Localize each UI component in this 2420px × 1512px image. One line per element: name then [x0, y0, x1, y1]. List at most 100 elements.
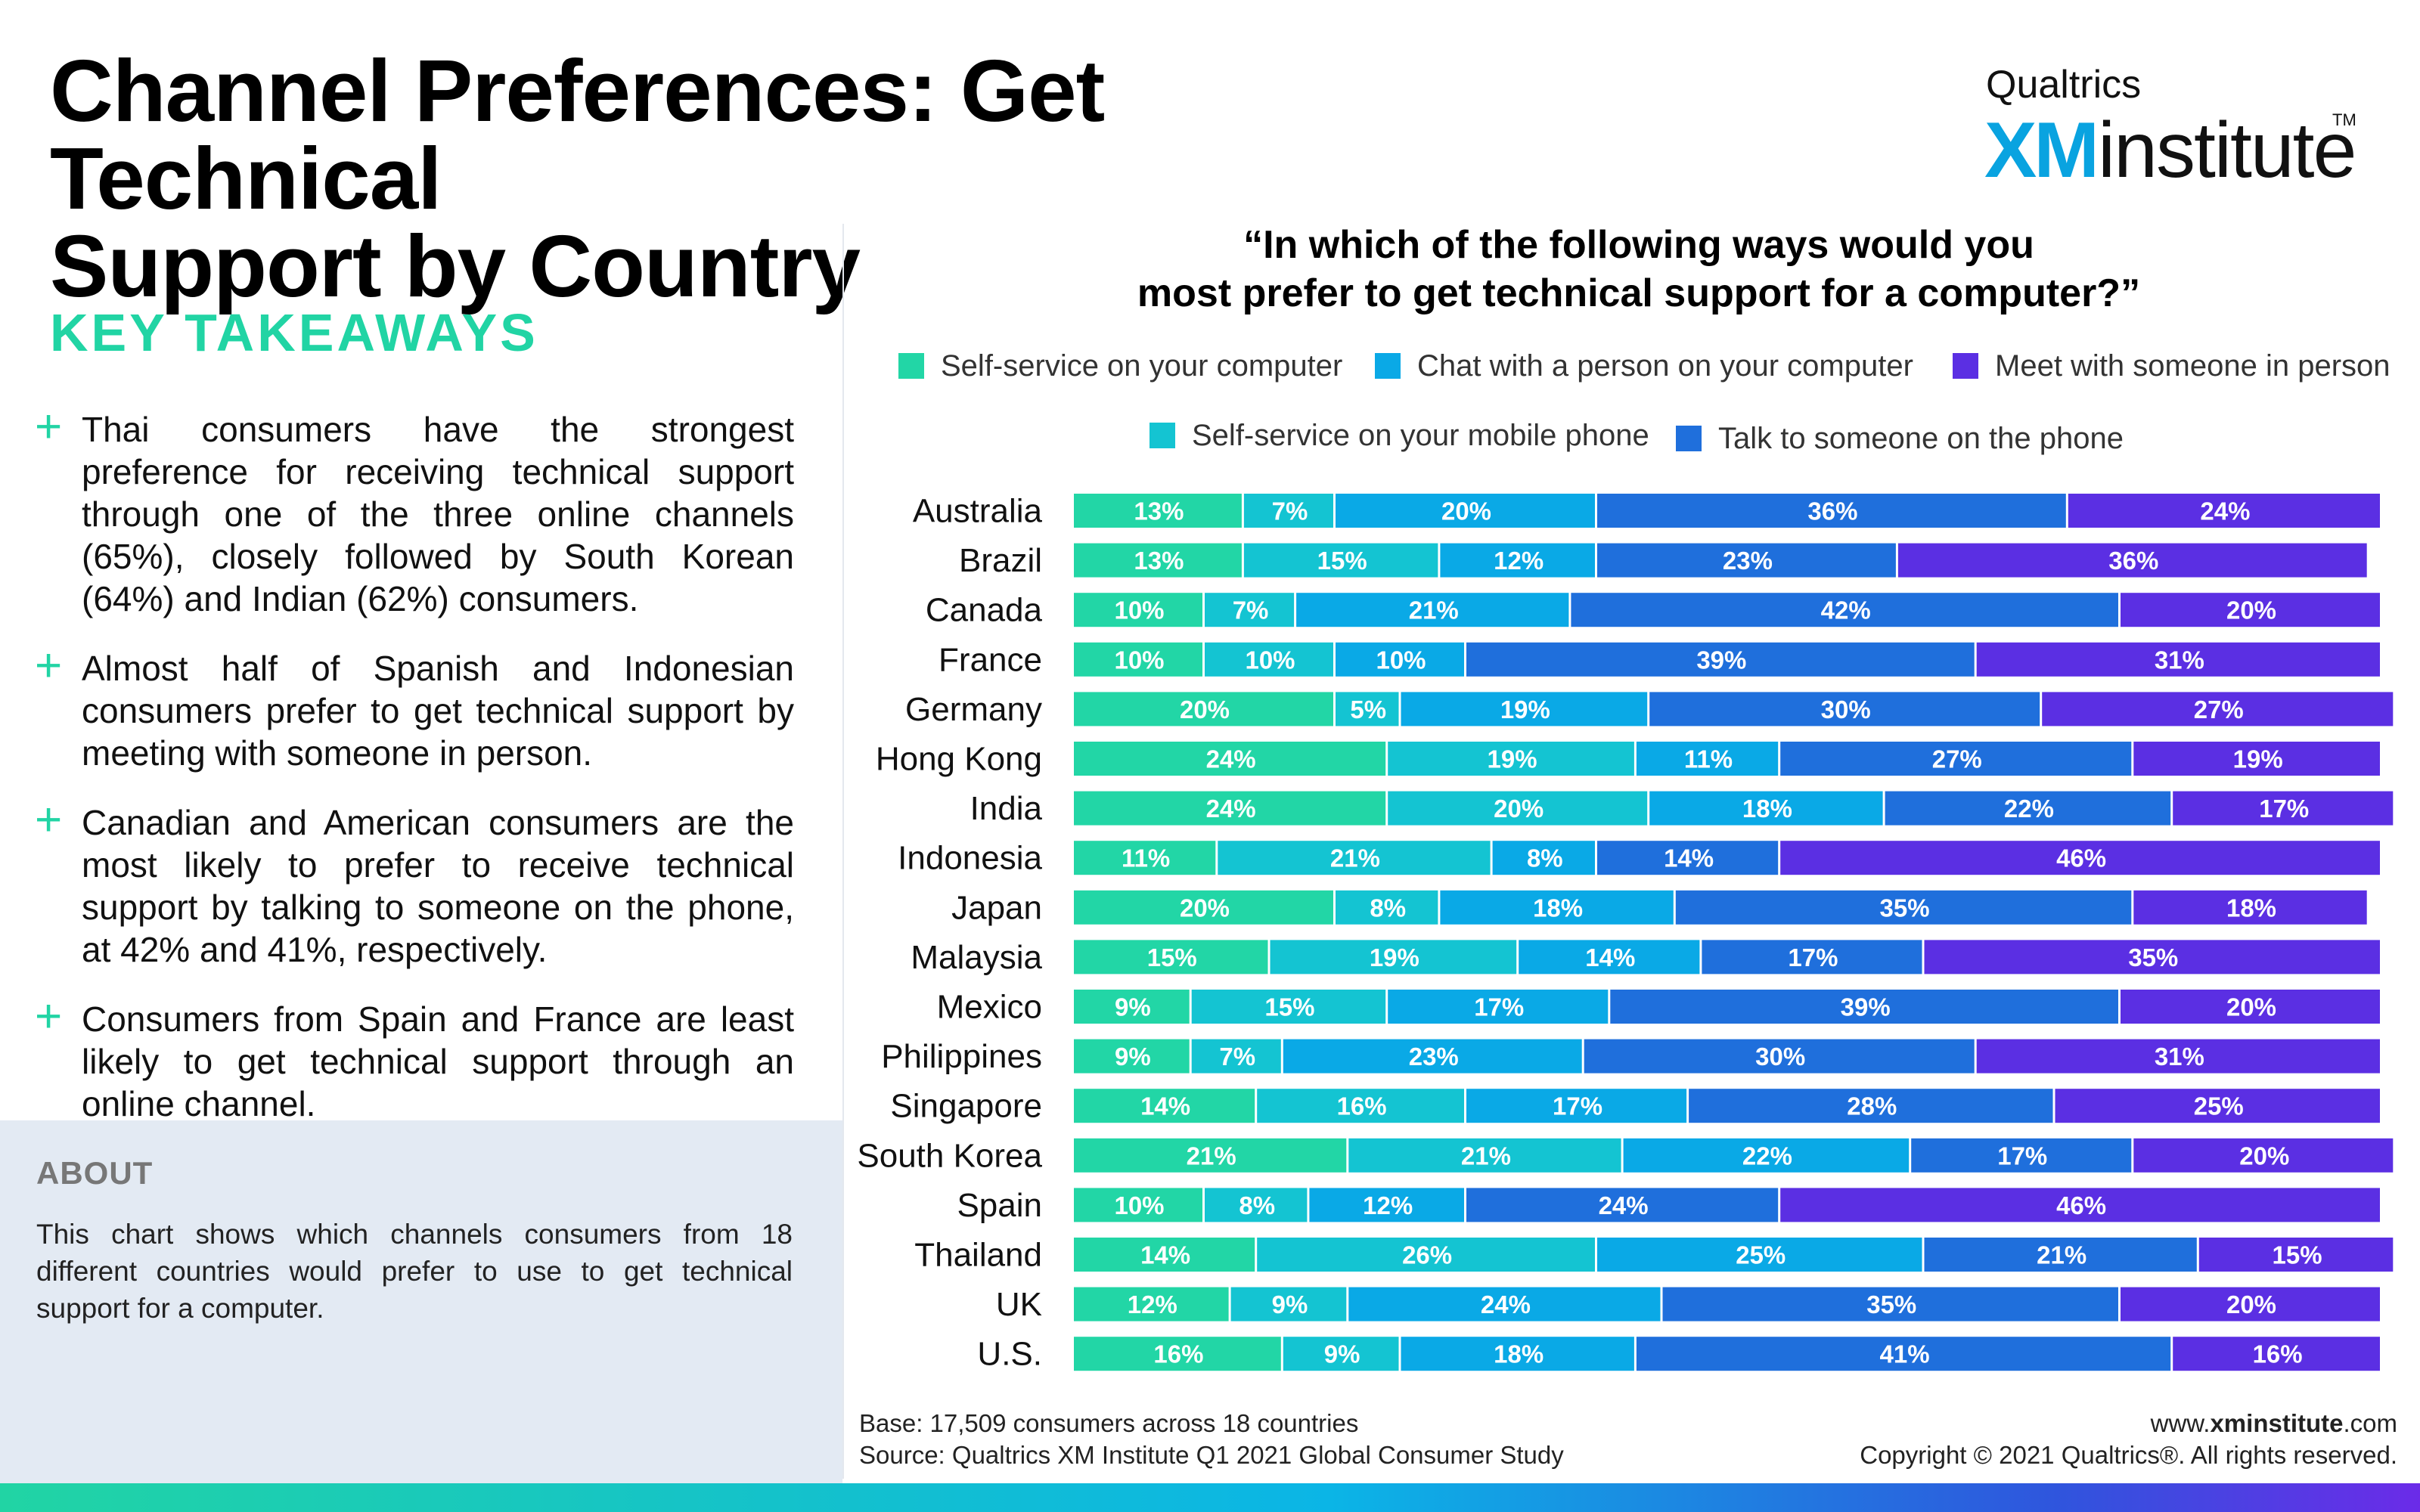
bar-segment: [1440, 543, 1595, 578]
category-label-germany: Germany: [905, 691, 1042, 728]
data-label: 27%: [1932, 745, 1982, 773]
logo-trademark: TM: [2332, 110, 2356, 129]
legend-label: Talk to someone on the phone: [1718, 422, 2124, 455]
data-label: 24%: [1481, 1290, 1531, 1318]
data-label: 20%: [2226, 993, 2276, 1021]
key-takeaways-list: + Thai consumers have the strongest pref…: [35, 404, 794, 1152]
data-label: 15%: [1264, 993, 1314, 1021]
bar-segment: [1597, 543, 1896, 578]
bar-segment: [1205, 1188, 1308, 1222]
bar-segment: [2042, 692, 2394, 727]
bar-segment: [1309, 1188, 1464, 1222]
legend-label: Meet with someone in person: [1995, 349, 2391, 383]
data-label: 23%: [1723, 547, 1773, 575]
bar-segment: [1597, 841, 1779, 875]
legend-swatch: [1375, 353, 1401, 379]
category-label-philippines: Philippines: [881, 1038, 1042, 1075]
bar-segment: [1492, 841, 1595, 875]
takeaway-item: + Canadian and American consumers are th…: [35, 797, 794, 971]
data-label: 23%: [1409, 1043, 1459, 1070]
bar-segment: [2133, 1138, 2394, 1173]
data-label: 28%: [1847, 1092, 1897, 1120]
page-title-line2: Support by Country: [50, 217, 861, 315]
data-label: 41%: [1880, 1340, 1930, 1368]
panel-divider: [842, 224, 844, 1479]
bar-segment: [1074, 890, 1333, 925]
category-label-france: France: [939, 641, 1042, 678]
data-label: 9%: [1324, 1340, 1360, 1368]
data-label: 31%: [2155, 646, 2204, 674]
data-label: 7%: [1272, 497, 1308, 525]
chart-title: “In which of the following ways would yo…: [842, 221, 2420, 318]
category-label-indonesia: Indonesia: [898, 840, 1042, 877]
key-takeaways-heading: KEY TAKEAWAYS: [50, 303, 538, 362]
data-label: 8%: [1370, 894, 1406, 922]
bar-segment: [1636, 742, 1779, 776]
data-label: 19%: [1488, 745, 1537, 773]
bar-segment: [1924, 940, 2380, 974]
bar-segment: [1610, 990, 2118, 1024]
category-label-south-korea: South Korea: [857, 1137, 1042, 1174]
legend-label: Self-service on your mobile phone: [1192, 419, 1649, 452]
bar-segment: [2173, 791, 2394, 826]
logo-xm: XM: [1984, 107, 2099, 194]
data-label: 18%: [1742, 795, 1792, 823]
data-label: 39%: [1841, 993, 1891, 1021]
category-label-u-s: U.S.: [977, 1336, 1042, 1373]
data-label: 7%: [1233, 596, 1269, 624]
xm-institute-logo: Qualtrics XM institute TM: [1963, 62, 2356, 194]
website-prefix: www.: [2150, 1409, 2211, 1437]
bar-segment: [1205, 642, 1333, 677]
bar-segment: [1270, 940, 1517, 974]
data-label: 20%: [2239, 1142, 2289, 1170]
bar-segment: [1636, 1337, 2171, 1371]
bar-segment: [1283, 1039, 1582, 1074]
data-label: 22%: [2004, 795, 2054, 823]
data-label: 24%: [2200, 497, 2250, 525]
legend-item-self-service-computer: Self-service on your computer: [898, 349, 1342, 383]
data-label: 17%: [1788, 943, 1838, 971]
bar-segment: [2068, 494, 2380, 528]
legend-item-talk-phone: Talk to someone on the phone: [1676, 422, 2124, 456]
legend-label: Chat with a person on your computer: [1417, 349, 1913, 383]
data-label: 9%: [1115, 993, 1151, 1021]
data-label: 26%: [1402, 1241, 1452, 1269]
bar-segment: [2121, 593, 2380, 627]
data-label: 24%: [1206, 795, 1256, 823]
bar-segment: [1348, 1287, 1661, 1321]
logo-institute: institute: [2098, 107, 2356, 194]
bar-segment: [1584, 1039, 1975, 1074]
category-label-australia: Australia: [913, 493, 1043, 530]
data-label: 14%: [1140, 1241, 1190, 1269]
data-label: 9%: [1272, 1290, 1308, 1318]
footer-base: Base: 17,509 consumers across 18 countri…: [859, 1409, 1359, 1437]
data-label: 10%: [1245, 646, 1295, 674]
plus-icon: +: [35, 794, 63, 846]
bar-segment: [1074, 642, 1202, 677]
data-label: 24%: [1599, 1191, 1649, 1219]
data-label: 11%: [1684, 745, 1733, 773]
footer-website[interactable]: www.xminstitute.com: [1860, 1408, 2397, 1439]
bar-segment: [1780, 1188, 2380, 1222]
category-label-malaysia: Malaysia: [911, 939, 1042, 976]
bar-segment: [1348, 1138, 1621, 1173]
data-label: 42%: [1821, 596, 1871, 624]
bar-segment: [1336, 692, 1399, 727]
bar-segment: [1074, 692, 1333, 727]
website-suffix: .com: [2343, 1409, 2397, 1437]
bar-segment: [1205, 593, 1295, 627]
data-label: 15%: [2273, 1241, 2322, 1269]
bar-segment: [1675, 890, 2132, 925]
bar-segment: [1074, 494, 1242, 528]
bar-segment: [1780, 742, 2132, 776]
takeaway-item: + Almost half of Spanish and Indonesian …: [35, 643, 794, 774]
logo-brand: Qualtrics: [1986, 63, 2142, 107]
chart-title-line1: “In which of the following ways would yo…: [1243, 223, 2034, 267]
data-label: 12%: [1363, 1191, 1413, 1219]
data-label: 20%: [1180, 894, 1230, 922]
bar-segment: [1401, 1337, 1634, 1371]
bar-segment: [1283, 1337, 1399, 1371]
data-label: 11%: [1122, 844, 1170, 872]
legend-swatch: [898, 353, 924, 379]
